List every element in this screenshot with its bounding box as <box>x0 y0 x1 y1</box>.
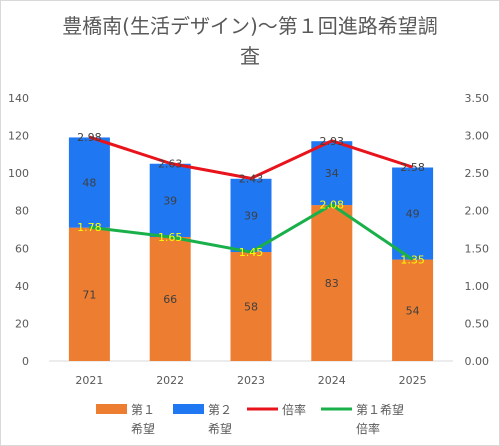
bar-second-choice <box>311 141 353 206</box>
y-right-tick-label: 1.00 <box>465 280 490 293</box>
bar-first-choice-label: 83 <box>325 277 339 290</box>
bar-first-choice-label: 66 <box>163 293 177 306</box>
ratio-label: 2.43 <box>239 172 264 185</box>
bar-first-choice-label: 58 <box>244 301 258 314</box>
ratio-label: 2.93 <box>320 135 345 148</box>
legend-label-line1: 第１希望 <box>356 402 404 417</box>
bar-second-choice-label: 49 <box>406 208 420 221</box>
y-right-tick-label: 2.50 <box>465 167 490 180</box>
legend-label-line1: 倍率 <box>282 402 306 417</box>
bar-first-choice <box>149 237 191 361</box>
bar-first-choice <box>392 259 434 361</box>
bar-second-choice-label: 34 <box>325 167 339 180</box>
ratio-label: 2.98 <box>77 131 102 144</box>
y-left-tick-label: 120 <box>8 130 29 143</box>
first-choice-ratio-label: 1.35 <box>400 254 425 267</box>
bar-second-choice <box>149 163 191 238</box>
first-choice-ratio-label: 2.08 <box>320 199 345 212</box>
y-left-tick-label: 100 <box>8 167 29 180</box>
y-left-tick-label: 60 <box>15 242 29 255</box>
x-tick-label: 2021 <box>75 374 103 387</box>
x-tick-label: 2025 <box>399 374 427 387</box>
bar-first-choice <box>311 205 353 361</box>
bar-first-choice <box>230 252 272 361</box>
legend-label-line1: 第１ <box>131 403 155 417</box>
x-tick-label: 2023 <box>237 374 265 387</box>
y-left-tick-label: 140 <box>8 92 29 105</box>
bar-second-choice <box>392 167 434 260</box>
ratio-label: 2.63 <box>158 157 183 170</box>
chart-title-line-2: 査 <box>240 44 260 68</box>
y-left-tick-label: 80 <box>15 205 29 218</box>
bar-second-choice-label: 48 <box>82 177 96 190</box>
y-right-tick-label: 3.00 <box>465 130 490 143</box>
bar-second-choice <box>230 178 272 253</box>
legend-label-line2: 希望 <box>131 421 155 436</box>
y-left-tick-label: 0 <box>22 355 29 368</box>
chart-title-line-1: 豊橋南(生活デザイン)～第１回進路希望調 <box>62 14 438 38</box>
y-right-tick-label: 2.00 <box>465 205 490 218</box>
line-ratio <box>88 135 414 180</box>
y-left-tick-label: 20 <box>15 317 29 330</box>
first-choice-ratio-label: 1.65 <box>158 231 183 244</box>
bar-second-choice-label: 39 <box>163 194 177 207</box>
first-choice-ratio-label: 1.45 <box>239 246 264 259</box>
y-left-tick-label: 40 <box>15 280 29 293</box>
legend-label-line2: 倍率 <box>356 421 380 436</box>
y-right-tick-label: 3.50 <box>465 92 490 105</box>
legend-swatch <box>96 404 127 414</box>
line-first-choice-ratio <box>89 203 414 261</box>
legend-label-line2: 希望 <box>208 421 232 436</box>
y-right-tick-label: 0.50 <box>465 317 490 330</box>
bar-second-choice-label: 39 <box>244 209 258 222</box>
bar-second-choice <box>68 137 110 228</box>
y-right-tick-label: 0.00 <box>465 355 490 368</box>
legend-swatch <box>173 404 204 414</box>
legend-label-line1: 第２ <box>208 403 232 417</box>
chart-title: 豊橋南(生活デザイン)～第１回進路希望調 査 <box>1 11 499 71</box>
bar-first-choice-label: 54 <box>406 304 420 317</box>
ratio-label: 2.58 <box>400 161 425 174</box>
bar-first-choice-label: 71 <box>82 288 96 301</box>
y-right-tick-label: 1.50 <box>465 242 490 255</box>
x-tick-label: 2022 <box>156 374 184 387</box>
bar-first-choice <box>68 227 110 361</box>
x-tick-label: 2024 <box>318 374 346 387</box>
first-choice-ratio-label: 1.78 <box>77 221 102 234</box>
